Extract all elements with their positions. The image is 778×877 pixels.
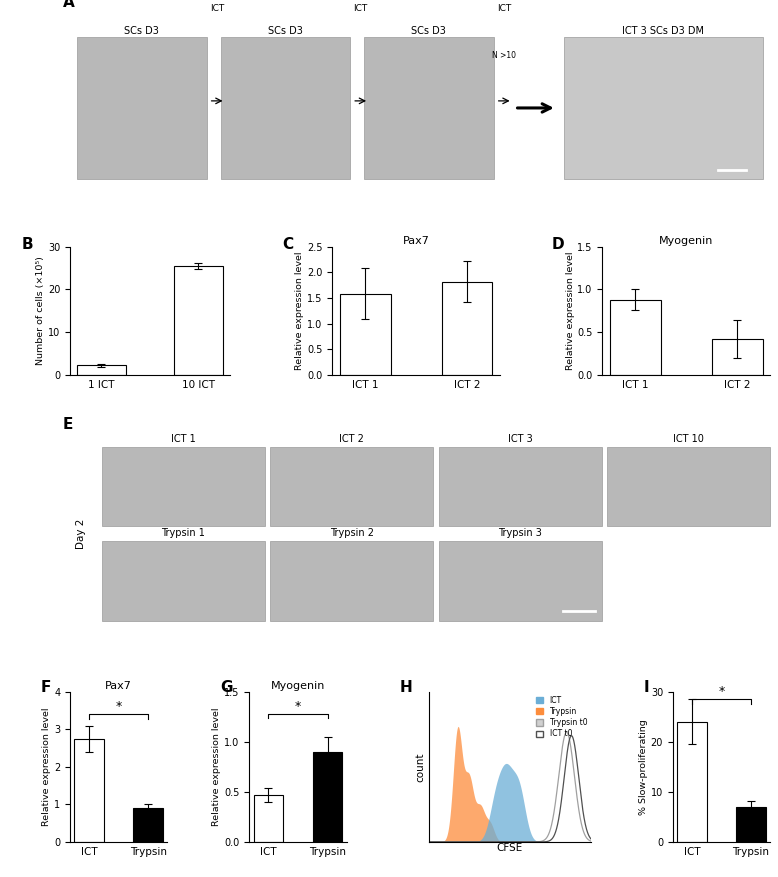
- Text: H: H: [399, 680, 412, 695]
- Text: C: C: [282, 237, 293, 252]
- Title: Myogenin: Myogenin: [659, 236, 713, 246]
- Bar: [340, 294, 391, 374]
- Title: Pax7: Pax7: [105, 681, 132, 691]
- Text: ICT: ICT: [497, 4, 511, 13]
- Text: SCs D3: SCs D3: [412, 25, 447, 36]
- Legend: ICT, Trypsin, Trypsin t0, ICT t0: ICT, Trypsin, Trypsin t0, ICT t0: [536, 695, 587, 738]
- Bar: [221, 38, 350, 179]
- Bar: [439, 541, 601, 621]
- Text: SCs D3: SCs D3: [268, 25, 303, 36]
- Bar: [77, 38, 206, 179]
- X-axis label: CFSE: CFSE: [496, 844, 523, 853]
- Text: N >10: N >10: [492, 51, 516, 60]
- Bar: [442, 282, 492, 374]
- Bar: [364, 38, 493, 179]
- Bar: [677, 722, 706, 842]
- Text: *: *: [116, 701, 122, 713]
- Text: ICT 1: ICT 1: [170, 434, 195, 444]
- Text: I: I: [643, 680, 649, 695]
- Text: ICT: ICT: [353, 4, 368, 13]
- Bar: [736, 807, 766, 842]
- Bar: [439, 446, 601, 526]
- Text: F: F: [40, 680, 51, 695]
- Bar: [101, 541, 265, 621]
- Text: ICT: ICT: [210, 4, 224, 13]
- Bar: [270, 541, 433, 621]
- Bar: [270, 446, 433, 526]
- Y-axis label: Relative expression level: Relative expression level: [212, 708, 222, 826]
- Bar: [174, 266, 223, 374]
- Y-axis label: count: count: [415, 752, 426, 781]
- Bar: [313, 752, 342, 842]
- Bar: [608, 446, 770, 526]
- Text: Trypsin 3: Trypsin 3: [498, 528, 542, 538]
- Text: B: B: [22, 237, 33, 252]
- Y-axis label: Number of cells (×10⁵): Number of cells (×10⁵): [36, 256, 45, 365]
- Bar: [101, 446, 265, 526]
- Bar: [712, 339, 762, 374]
- Text: A: A: [63, 0, 75, 10]
- Text: E: E: [63, 417, 73, 432]
- Bar: [563, 38, 763, 179]
- Y-axis label: Relative expression level: Relative expression level: [566, 252, 574, 370]
- Text: *: *: [718, 686, 724, 698]
- Text: SCs D3: SCs D3: [124, 25, 159, 36]
- Bar: [134, 808, 163, 842]
- Text: *: *: [295, 700, 301, 713]
- Text: G: G: [220, 680, 233, 695]
- Title: Myogenin: Myogenin: [271, 681, 325, 691]
- Text: Day 2: Day 2: [75, 518, 86, 549]
- Y-axis label: Relative expression level: Relative expression level: [42, 708, 51, 826]
- Text: ICT 10: ICT 10: [673, 434, 704, 444]
- Text: ICT 2: ICT 2: [339, 434, 364, 444]
- Bar: [254, 795, 283, 842]
- Bar: [75, 738, 104, 842]
- Bar: [77, 366, 126, 374]
- Y-axis label: Relative expression level: Relative expression level: [295, 252, 304, 370]
- Text: Trypsin 1: Trypsin 1: [161, 528, 205, 538]
- Y-axis label: % Slow-proliferating: % Slow-proliferating: [639, 719, 648, 815]
- Bar: [610, 300, 661, 374]
- Text: ICT 3: ICT 3: [508, 434, 532, 444]
- Text: Trypsin 2: Trypsin 2: [330, 528, 373, 538]
- Title: Pax7: Pax7: [403, 236, 429, 246]
- Text: ICT 3 SCs D3 DM: ICT 3 SCs D3 DM: [622, 25, 704, 36]
- Text: D: D: [552, 237, 565, 252]
